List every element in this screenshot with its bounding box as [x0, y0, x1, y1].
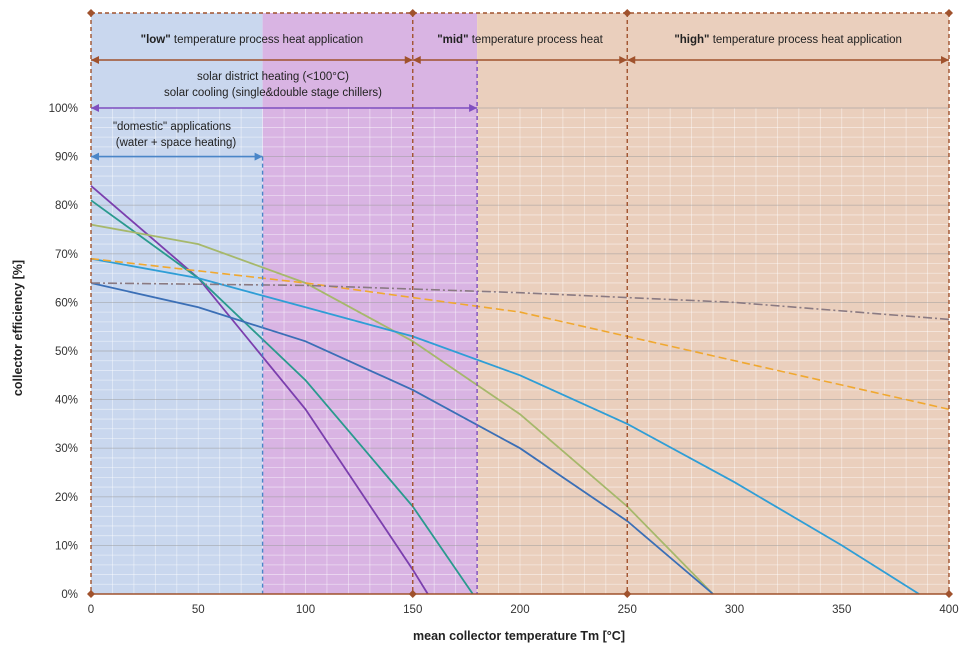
x-tick-label: 200 [510, 604, 529, 616]
arrow-head-left [91, 152, 99, 161]
band-label-text: temperature process heat application [171, 34, 363, 46]
arrow-head-left [627, 56, 636, 64]
band-label-bold: "mid" [437, 34, 468, 46]
series-line-4 [90, 257, 920, 595]
y-tick-label: 50% [55, 346, 78, 358]
x-tick-label: 150 [403, 604, 422, 616]
y-tick-label: 20% [55, 492, 78, 504]
y-tick-label: 30% [55, 443, 78, 455]
axis-diamond [87, 590, 95, 598]
series-line-1 [90, 199, 474, 595]
series-line-6 [90, 282, 950, 321]
top-diamond [87, 9, 95, 17]
band-label-text: temperature process heat [469, 34, 604, 46]
x-axis-label: mean collector temperature Tm [°C] [413, 629, 625, 643]
arrow-head-right [404, 56, 413, 64]
region-boundaries [90, 12, 950, 594]
axis-diamond [408, 590, 417, 598]
application-bands: "low" temperature process heat applicati… [91, 34, 949, 64]
arrow-head-right [254, 152, 263, 161]
y-tick-label: 90% [55, 152, 78, 164]
series-line-5 [90, 257, 950, 411]
efficiency-curves [90, 185, 950, 595]
axis-diamond [623, 590, 632, 598]
band-label: "mid" temperature process heat [437, 34, 603, 46]
series-line-3 [90, 282, 714, 595]
axes: 0 50 100 150 200 250 300 350 400 0% 10% 20% 30% 40% 50… [49, 9, 959, 616]
band-label: "low" temperature process heat applicati… [141, 34, 364, 46]
arrow-head-right [941, 56, 949, 64]
y-axis-label: collector efficiency [%] [11, 260, 25, 396]
x-tick-label: 300 [725, 604, 744, 616]
y-tick-label: 60% [55, 297, 78, 309]
band-label-text: temperature process heat application [710, 34, 902, 46]
band-label-bold: "high" [674, 34, 709, 46]
range-label: solar district heating (<100°C) [197, 71, 349, 83]
series-line-0 [90, 185, 429, 595]
y-tick-label: 0% [61, 589, 78, 601]
x-tick-label: 0 [88, 604, 94, 616]
band-label-bold: "low" [141, 34, 171, 46]
arrow-head-left [91, 56, 99, 64]
band-label: "high" temperature process heat applicat… [674, 34, 902, 46]
y-tick-label: 40% [55, 395, 78, 407]
y-tick-label: 80% [55, 200, 78, 212]
x-tick-label: 250 [618, 604, 637, 616]
top-diamond [623, 9, 632, 17]
x-tick-label: 400 [939, 604, 958, 616]
x-tick-label: 50 [192, 604, 205, 616]
range-label-line2: (water + space heating) [116, 137, 237, 149]
range-label: "domestic" applications [113, 121, 231, 133]
y-tick-label: 10% [55, 540, 78, 552]
x-tick-label: 350 [832, 604, 851, 616]
axis-diamond [945, 590, 953, 598]
arrow-head-right [619, 56, 628, 64]
arrow-head-left [91, 104, 99, 112]
top-diamond [408, 9, 417, 17]
arrow-head-left [412, 56, 421, 64]
range-label-line2: solar cooling (single&double stage chill… [164, 87, 382, 99]
top-diamond [945, 9, 953, 17]
x-tick-label: 100 [296, 604, 315, 616]
y-tick-label: 100% [49, 103, 78, 115]
y-tick-label: 70% [55, 249, 78, 261]
gridlines [91, 107, 949, 594]
application-ranges: solar district heating (<100°C) solar coo… [91, 71, 478, 161]
arrow-head-right [469, 104, 478, 112]
